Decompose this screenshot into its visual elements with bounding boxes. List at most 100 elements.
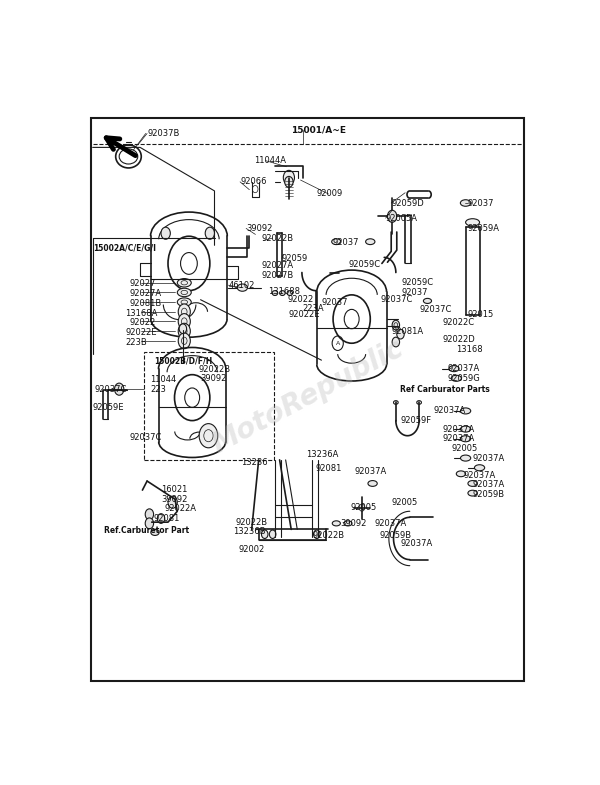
Text: 92027A: 92027A (261, 261, 293, 270)
Ellipse shape (280, 290, 285, 295)
Text: 92022A: 92022A (164, 504, 196, 513)
Text: 92037C: 92037C (95, 385, 127, 393)
Circle shape (178, 304, 190, 319)
Text: 92022D: 92022D (442, 334, 475, 344)
Text: 92037: 92037 (468, 199, 494, 207)
Text: 223A: 223A (303, 305, 325, 313)
Text: 92037A: 92037A (355, 467, 387, 476)
Circle shape (161, 227, 170, 239)
Text: 92037A: 92037A (473, 480, 505, 489)
Circle shape (359, 504, 365, 511)
Circle shape (157, 513, 165, 524)
Text: 92081B: 92081B (130, 299, 162, 308)
Text: 92027A: 92027A (130, 289, 162, 298)
Circle shape (392, 338, 400, 347)
Ellipse shape (365, 239, 375, 245)
Text: Ref.Carburetor Part: Ref.Carburetor Part (104, 526, 189, 535)
Text: 92027B: 92027B (261, 271, 293, 280)
Text: 13236: 13236 (241, 458, 268, 467)
Ellipse shape (178, 279, 191, 287)
Circle shape (145, 518, 154, 529)
Circle shape (178, 323, 190, 339)
Ellipse shape (332, 520, 340, 526)
Circle shape (283, 170, 295, 185)
Ellipse shape (460, 455, 471, 461)
Circle shape (269, 530, 276, 539)
Circle shape (115, 383, 124, 395)
Ellipse shape (424, 298, 431, 304)
Ellipse shape (368, 480, 377, 487)
Text: 92005: 92005 (452, 444, 478, 453)
Circle shape (168, 496, 178, 508)
Text: 92059F: 92059F (401, 416, 431, 425)
Text: 92059B: 92059B (473, 490, 505, 498)
Text: 92059C: 92059C (349, 260, 380, 269)
Ellipse shape (449, 366, 459, 371)
Text: 13168: 13168 (456, 345, 483, 354)
Ellipse shape (287, 290, 293, 295)
Text: 92059E: 92059E (92, 403, 124, 412)
Text: 39092: 39092 (161, 495, 187, 504)
Ellipse shape (460, 408, 471, 414)
Ellipse shape (457, 471, 466, 476)
Text: 92015: 92015 (468, 310, 494, 319)
Ellipse shape (332, 239, 341, 245)
Text: 92022: 92022 (130, 318, 156, 327)
Text: 92037A: 92037A (401, 539, 433, 549)
Text: 92037A: 92037A (375, 519, 407, 528)
Circle shape (179, 324, 187, 334)
Text: 13168A: 13168A (125, 309, 158, 317)
Text: 223: 223 (151, 385, 166, 393)
Text: 11044A: 11044A (254, 156, 286, 165)
Text: 39092: 39092 (340, 519, 367, 528)
Text: 92037C: 92037C (130, 433, 162, 442)
Text: 92037A: 92037A (442, 434, 475, 444)
Text: 92037B: 92037B (147, 129, 179, 138)
Circle shape (262, 530, 268, 539)
Text: 15002A/C/E/G/I: 15002A/C/E/G/I (94, 243, 157, 252)
Ellipse shape (460, 426, 471, 432)
Text: 39092: 39092 (200, 374, 227, 383)
Text: 92022B: 92022B (235, 517, 268, 527)
Text: 92022B: 92022B (199, 365, 231, 374)
Text: 92037: 92037 (332, 238, 359, 246)
Circle shape (397, 330, 404, 339)
Circle shape (314, 530, 320, 539)
Text: 92059C: 92059C (402, 279, 434, 287)
Text: 92059D: 92059D (391, 199, 424, 207)
Text: 92037A: 92037A (442, 425, 475, 433)
Ellipse shape (466, 219, 479, 226)
Circle shape (285, 177, 293, 188)
Text: 92037: 92037 (402, 288, 428, 297)
Text: 92022E: 92022E (125, 328, 157, 337)
Ellipse shape (237, 284, 248, 291)
Text: 92081A: 92081A (391, 327, 424, 336)
Text: 92022: 92022 (288, 295, 314, 305)
Text: 92005: 92005 (351, 503, 377, 512)
Text: 11044: 11044 (151, 375, 176, 384)
Ellipse shape (151, 529, 159, 535)
Ellipse shape (178, 298, 191, 306)
Ellipse shape (460, 436, 471, 442)
Text: 92066: 92066 (240, 177, 266, 186)
Text: 92059: 92059 (282, 254, 308, 263)
Ellipse shape (178, 288, 191, 297)
Ellipse shape (468, 491, 477, 496)
Text: 92037A: 92037A (447, 364, 479, 373)
Ellipse shape (344, 520, 352, 526)
Ellipse shape (460, 199, 471, 206)
Ellipse shape (272, 290, 278, 295)
Circle shape (388, 210, 397, 222)
Text: 46102: 46102 (229, 281, 255, 290)
Text: 92059G: 92059G (447, 374, 480, 383)
Text: 92037A: 92037A (463, 470, 496, 480)
Circle shape (145, 509, 154, 520)
Ellipse shape (475, 465, 485, 471)
Text: 92005A: 92005A (386, 214, 418, 223)
Text: 92022B: 92022B (312, 531, 344, 540)
Text: 92037A: 92037A (473, 454, 505, 462)
Text: 13236A: 13236A (307, 450, 339, 459)
Text: 92009: 92009 (317, 189, 343, 199)
Text: A: A (335, 341, 340, 345)
Text: 92081: 92081 (316, 465, 342, 473)
